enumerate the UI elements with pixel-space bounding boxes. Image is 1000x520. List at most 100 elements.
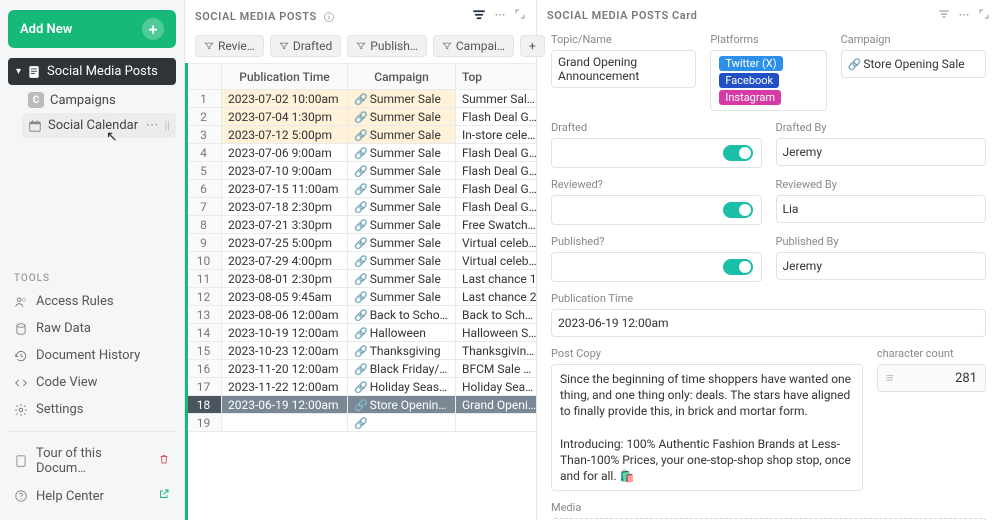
table-row[interactable]: 62023-07-15 11:00am🔗Summer SaleFlash Dea… [186, 180, 537, 198]
tool-access-rules[interactable]: Access Rules [8, 288, 176, 315]
cell-publication-time[interactable]: 2023-11-22 12:00am [222, 378, 348, 396]
tool-raw-data[interactable]: Raw Data [8, 315, 176, 342]
platform-tag[interactable]: Twitter (X) [719, 56, 782, 71]
nav-child-campaigns[interactable]: C Campaigns [22, 87, 176, 113]
published-toggle[interactable] [551, 252, 762, 282]
tool-settings[interactable]: Settings [8, 396, 176, 423]
cell-campaign[interactable]: 🔗Summer Sale [348, 180, 456, 198]
info-icon[interactable] [323, 11, 335, 23]
column-header[interactable]: Publication Time [222, 64, 348, 90]
cell-topic[interactable]: Last chance 1 [456, 270, 537, 288]
table-row[interactable]: 52023-07-10 9:00am🔗Summer SaleFlash Deal… [186, 162, 537, 180]
cell-topic[interactable]: Virtual celeb consult [456, 234, 537, 252]
cell-campaign[interactable]: 🔗Summer Sale [348, 162, 456, 180]
nav-child-social-calendar[interactable]: Social Calendar ⋯ || ↖ [22, 113, 176, 138]
cell-publication-time[interactable]: 2023-11-20 12:00am [222, 360, 348, 378]
table-row[interactable]: 42023-07-06 9:00am🔗Summer SaleFlash Deal… [186, 144, 537, 162]
cell-campaign[interactable]: 🔗Summer Sale [348, 216, 456, 234]
table-row[interactable]: 132023-08-06 12:00am🔗Back to SchoolBack … [186, 306, 537, 324]
platforms-input[interactable]: Twitter (X) Facebook Instagram [710, 50, 826, 111]
cell-publication-time[interactable]: 2023-10-19 12:00am [222, 324, 348, 342]
reviewed-by-input[interactable]: Lia [776, 195, 987, 223]
nav-parent-social-media-posts[interactable]: ▾ Social Media Posts [8, 58, 176, 85]
post-copy-textarea[interactable]: Since the beginning of time shoppers hav… [551, 364, 863, 491]
table-row[interactable]: 19🔗 [186, 414, 537, 432]
cell-topic[interactable]: BFCM Sale Announcement [456, 360, 537, 378]
table-row[interactable]: 102023-07-29 4:00pm🔗Summer SaleVirtual c… [186, 252, 537, 270]
cell-publication-time[interactable]: 2023-10-23 12:00am [222, 342, 348, 360]
cell-publication-time[interactable]: 2023-07-02 10:00am [222, 90, 348, 108]
footer-help-center[interactable]: Help Center [8, 482, 176, 510]
cell-topic[interactable]: Flash Deal Grab 7 [456, 144, 537, 162]
cell-campaign[interactable]: 🔗Summer Sale [348, 198, 456, 216]
cell-publication-time[interactable]: 2023-07-12 5:00pm [222, 126, 348, 144]
cell-topic[interactable]: Flash Deal Grab 7 [456, 180, 537, 198]
cell-publication-time[interactable]: 2023-07-04 1:30pm [222, 108, 348, 126]
table-row[interactable]: 122023-08-05 9:45am🔗Summer SaleLast chan… [186, 288, 537, 306]
filter-chip[interactable]: Drafted [270, 35, 341, 57]
table-row[interactable]: 112023-08-01 2:30pm🔗Summer SaleLast chan… [186, 270, 537, 288]
table-row[interactable]: 12023-07-02 10:00am🔗Summer SaleSummer Sa… [186, 90, 537, 108]
cell-campaign[interactable]: 🔗 [348, 414, 456, 432]
cell-campaign[interactable]: 🔗Summer Sale [348, 234, 456, 252]
cell-topic[interactable]: Flash Deal Grab 7 [456, 108, 537, 126]
tool-code-view[interactable]: Code View [8, 369, 176, 396]
cell-topic[interactable] [456, 414, 537, 432]
expand-icon[interactable] [978, 8, 990, 23]
cell-campaign[interactable]: 🔗Summer Sale [348, 90, 456, 108]
table-row[interactable]: 72023-07-18 2:30pm🔗Summer SaleFlash Deal… [186, 198, 537, 216]
drafted-by-input[interactable]: Jeremy [776, 138, 987, 166]
cell-campaign[interactable]: 🔗Store Opening… [348, 396, 456, 414]
filter-menu-icon[interactable] [938, 8, 950, 23]
cell-publication-time[interactable]: 2023-07-10 9:00am [222, 162, 348, 180]
cell-publication-time[interactable]: 2023-08-05 9:45am [222, 288, 348, 306]
cell-campaign[interactable]: 🔗Summer Sale [348, 108, 456, 126]
cell-topic[interactable]: Holiday Season Sale [456, 378, 537, 396]
cell-campaign[interactable]: 🔗Summer Sale [348, 252, 456, 270]
reviewed-toggle[interactable] [551, 195, 762, 225]
cell-campaign[interactable]: 🔗Halloween [348, 324, 456, 342]
platform-tag[interactable]: Instagram [719, 90, 781, 105]
cell-topic[interactable]: Summer Sale Announcement [456, 90, 537, 108]
more-icon[interactable]: ⋯ [494, 8, 506, 25]
cell-publication-time[interactable]: 2023-08-06 12:00am [222, 306, 348, 324]
table-row[interactable]: 92023-07-25 5:00pm🔗Summer SaleVirtual ce… [186, 234, 537, 252]
trash-icon[interactable] [158, 453, 170, 469]
published-by-input[interactable]: Jeremy [776, 252, 987, 280]
table-row[interactable]: 162023-11-20 12:00am🔗Black Friday/C…BFCM… [186, 360, 537, 378]
cell-topic[interactable]: Back to School Sale [456, 306, 537, 324]
filter-chip[interactable]: Publish… [347, 35, 427, 57]
cell-topic[interactable]: Free Swatches! [456, 216, 537, 234]
pubtime-input[interactable]: 2023-06-19 12:00am [551, 309, 986, 337]
cell-publication-time[interactable] [222, 414, 348, 432]
add-new-button[interactable]: Add New + [8, 10, 176, 48]
filter-menu-icon[interactable] [472, 8, 486, 25]
expand-icon[interactable] [514, 8, 526, 25]
table-row[interactable]: 22023-07-04 1:30pm🔗Summer SaleFlash Deal… [186, 108, 537, 126]
table-row[interactable]: 172023-11-22 12:00am🔗Holiday SeasonHolid… [186, 378, 537, 396]
footer-tour[interactable]: Tour of this Docum… [8, 440, 176, 482]
cell-campaign[interactable]: 🔗Summer Sale [348, 126, 456, 144]
table-row[interactable]: 152023-10-23 12:00am🔗ThanksgivingThanksg… [186, 342, 537, 360]
drag-handle-icon[interactable]: || [165, 119, 170, 132]
platform-tag[interactable]: Facebook [719, 73, 779, 88]
cell-campaign[interactable]: 🔗Summer Sale [348, 144, 456, 162]
cell-publication-time[interactable]: 2023-06-19 12:00am [222, 396, 348, 414]
cell-publication-time[interactable]: 2023-07-25 5:00pm [222, 234, 348, 252]
filter-chip[interactable]: Revie… [195, 35, 264, 57]
cell-publication-time[interactable]: 2023-07-06 9:00am [222, 144, 348, 162]
cell-topic[interactable]: In-store celeb meet [456, 126, 537, 144]
table-row[interactable]: 32023-07-12 5:00pm🔗Summer SaleIn-store c… [186, 126, 537, 144]
table-row[interactable]: 182023-06-19 12:00am🔗Store Opening…Grand… [186, 396, 537, 414]
table-row[interactable]: 142023-10-19 12:00am🔗HalloweenHalloween … [186, 324, 537, 342]
cell-topic[interactable]: Grand Opening Announcement [456, 396, 537, 414]
cell-campaign[interactable]: 🔗Back to School [348, 306, 456, 324]
cell-campaign[interactable]: 🔗Thanksgiving [348, 342, 456, 360]
cell-campaign[interactable]: 🔗Holiday Season [348, 378, 456, 396]
drafted-toggle[interactable] [551, 138, 762, 168]
cell-publication-time[interactable]: 2023-07-15 11:00am [222, 180, 348, 198]
cell-publication-time[interactable]: 2023-07-21 3:30pm [222, 216, 348, 234]
cell-publication-time[interactable]: 2023-07-29 4:00pm [222, 252, 348, 270]
cell-topic[interactable]: Flash Deal Grab 7 [456, 162, 537, 180]
tool-document-history[interactable]: Document History [8, 342, 176, 369]
